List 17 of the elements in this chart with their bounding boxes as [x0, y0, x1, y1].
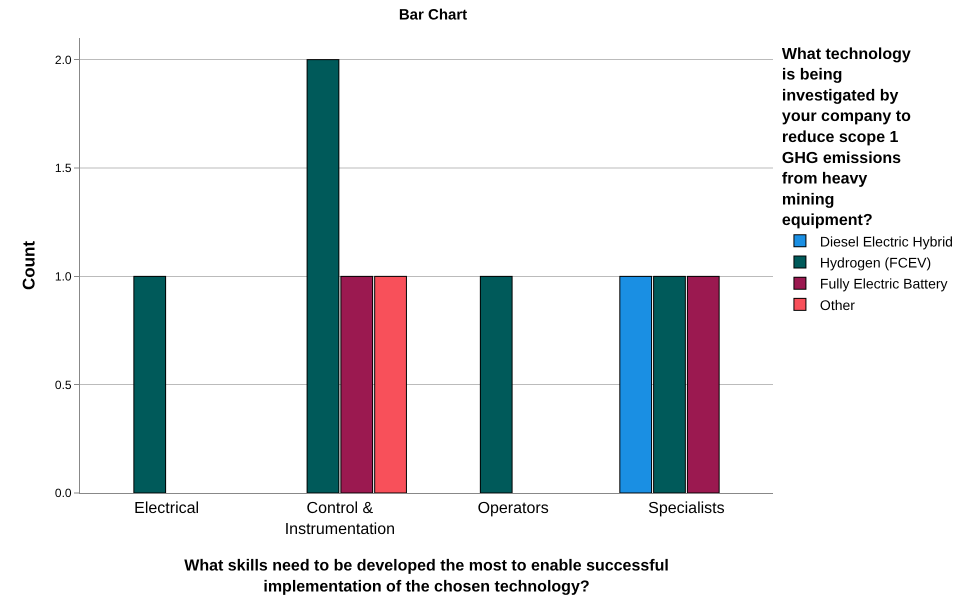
y-tick-label: 2.0 — [54, 52, 72, 67]
legend-label: Hydrogen (FCEV) — [820, 254, 932, 270]
y-tick-label: 1.5 — [54, 161, 72, 176]
legend-label: Other — [820, 296, 856, 313]
y-tick-label: 0.0 — [54, 486, 72, 500]
x-tick-label: Operators — [478, 500, 549, 518]
y-axis-title: Count — [19, 240, 38, 290]
x-tick-label: Specialists — [648, 500, 725, 518]
x-tick-label: Control & Instrumentation — [284, 500, 396, 538]
y-tick-label: 0.5 — [54, 378, 72, 392]
legend-label: Fully Electric Battery — [820, 276, 948, 292]
legend-label: Diesel Electric Hybrid — [820, 233, 953, 250]
chart-title: Bar Chart — [398, 6, 468, 24]
x-tick-label: Electrical — [134, 500, 200, 518]
y-tick-label: 1.0 — [54, 270, 72, 284]
x-axis-title: What skills need to be developed the most to enable successful implementation of the chosen technology? — [184, 558, 669, 596]
text: What technology is being investigated by your company to reduce scope 1 GHG emissions from heavy mining equipment? — [782, 46, 911, 230]
